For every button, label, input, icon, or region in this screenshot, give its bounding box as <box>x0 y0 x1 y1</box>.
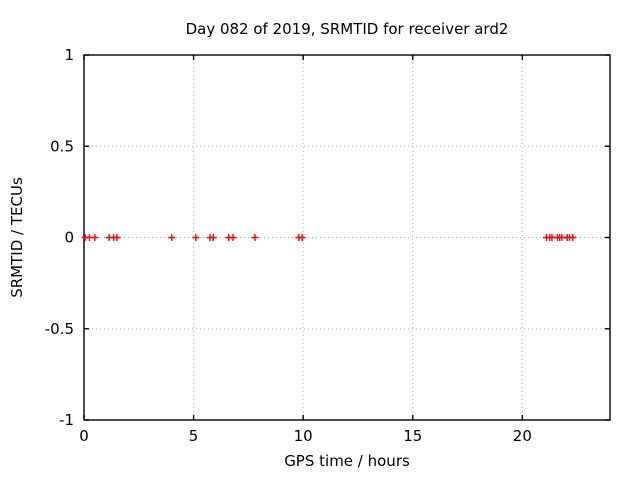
y-tick-label: -0.5 <box>45 320 74 338</box>
data-point-marker <box>251 234 259 241</box>
y-tick-label: 0 <box>64 229 74 247</box>
x-axis-label: GPS time / hours <box>284 452 410 470</box>
x-tick-label: 15 <box>403 427 422 445</box>
axis-ticks <box>83 54 610 421</box>
data-point-marker <box>168 234 176 241</box>
y-tick-label: 1 <box>64 46 74 64</box>
x-tick-label: 0 <box>79 427 89 445</box>
data-point-marker <box>298 234 306 241</box>
data-points <box>81 234 577 241</box>
data-point-marker <box>192 234 200 241</box>
data-point-marker <box>209 234 217 241</box>
y-axis-label: SRMTID / TECUs <box>8 177 26 298</box>
x-tick-label: 10 <box>294 427 313 445</box>
data-point-marker <box>113 234 121 241</box>
plot-border <box>83 54 611 421</box>
data-point-marker <box>91 234 99 241</box>
y-tick-label: -1 <box>59 411 74 429</box>
y-tick-label: 0.5 <box>50 137 74 155</box>
gridlines <box>84 55 610 420</box>
chart-title: Day 082 of 2019, SRMTID for receiver ard… <box>186 20 509 38</box>
x-tick-label: 5 <box>189 427 199 445</box>
data-point-marker <box>569 234 577 241</box>
data-point-marker <box>229 234 237 241</box>
x-tick-label: 20 <box>513 427 532 445</box>
tick-labels: 0 5 10 15 20 1 0.5 0 -0.5 -1 <box>45 46 532 445</box>
